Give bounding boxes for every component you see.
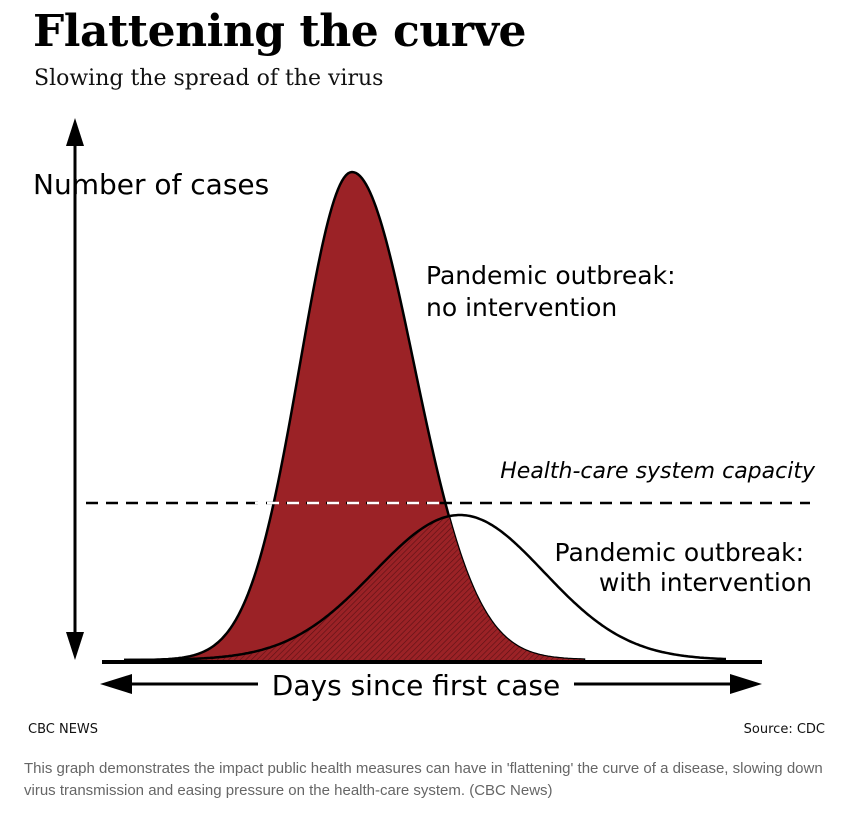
y-axis — [66, 118, 84, 660]
figure: Flattening the curve Slowing the spread … — [28, 6, 825, 737]
series-no-intervention-label-line: no intervention — [426, 293, 617, 322]
series-with-intervention-label-line: Pandemic outbreak: — [555, 538, 805, 567]
series-no-intervention-label: Pandemic outbreak: no intervention — [426, 261, 683, 322]
chart-svg: Number of cases Health-care system capac… — [33, 118, 816, 702]
x-axis-right-arrow-icon — [730, 674, 762, 694]
credit-label: CBC NEWS — [28, 722, 99, 737]
series-no-intervention-label-line: Pandemic outbreak: — [426, 261, 676, 290]
y-axis-label: Number of cases — [33, 168, 269, 201]
capacity-label: Health-care system capacity — [500, 459, 816, 484]
image-caption: This graph demonstrates the impact publi… — [24, 760, 823, 799]
x-axis-label: Days since first case — [272, 669, 560, 702]
x-axis-left-arrow-icon — [100, 674, 132, 694]
y-axis-up-arrow-icon — [66, 118, 84, 146]
chart-title: Flattening the curve — [33, 6, 527, 57]
source-label: Source: CDC — [743, 722, 825, 737]
series-with-intervention-label: Pandemic outbreak: with intervention — [555, 538, 812, 597]
x-axis — [100, 674, 762, 694]
series-no-intervention-area — [124, 170, 586, 662]
y-axis-down-arrow-icon — [66, 632, 84, 660]
series-with-intervention-line — [124, 513, 726, 662]
chart-subtitle: Slowing the spread of the virus — [34, 66, 384, 91]
series-with-intervention-label-line: with intervention — [599, 568, 812, 597]
